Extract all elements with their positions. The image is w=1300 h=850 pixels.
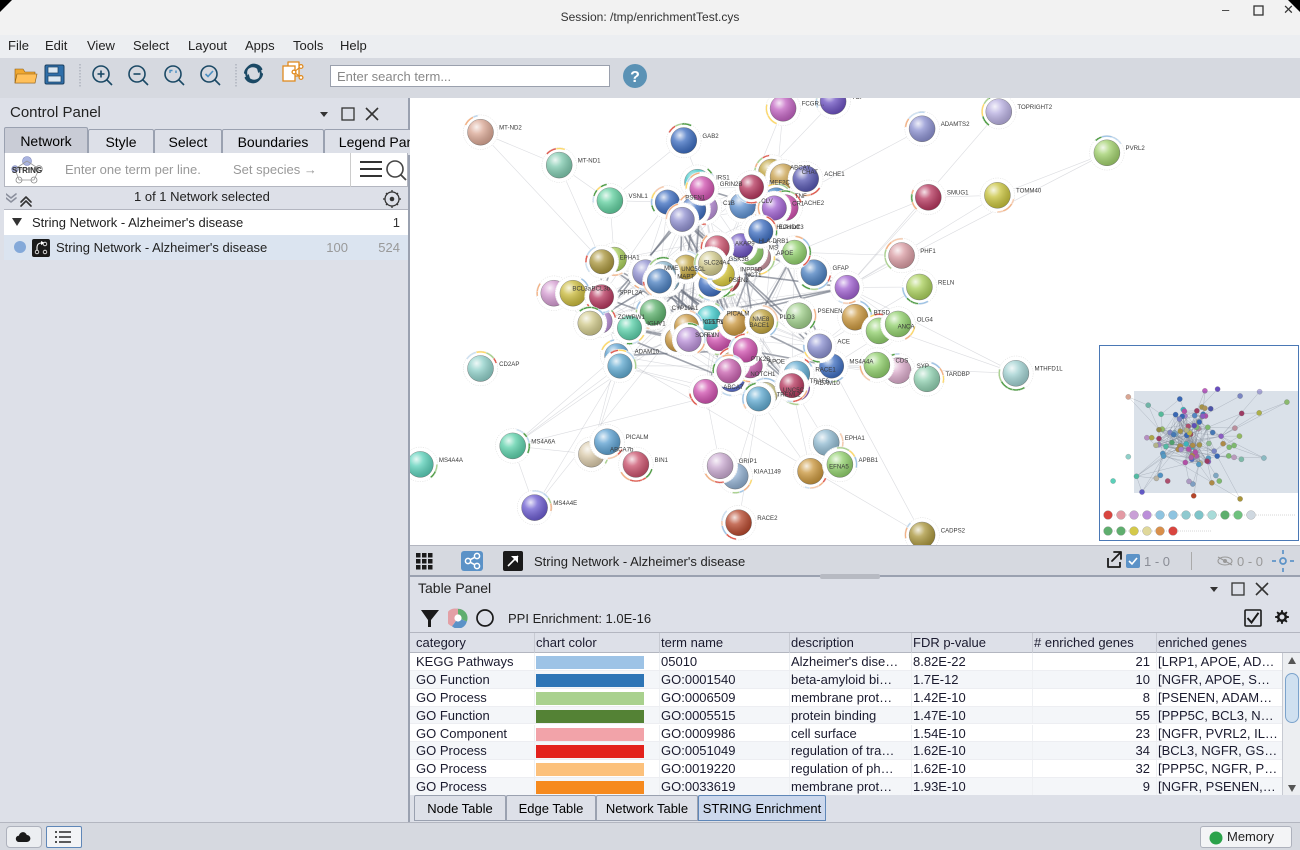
svg-text:EFNA5: EFNA5 <box>829 464 849 471</box>
svg-text:BACE1: BACE1 <box>749 322 770 329</box>
svg-text:SMUG1: SMUG1 <box>947 190 969 197</box>
svg-text:SYP: SYP <box>917 363 929 370</box>
svg-text:CDS: CDS <box>896 358 909 365</box>
svg-text:?: ? <box>630 69 640 86</box>
svg-text:PHF1: PHF1 <box>920 248 936 255</box>
svg-text:MME: MME <box>664 265 678 272</box>
svg-text:✕: ✕ <box>1283 2 1294 17</box>
svg-text:CR1: CR1 <box>792 201 805 208</box>
svg-text:ACE: ACE <box>837 339 850 346</box>
svg-text:PSEN1: PSEN1 <box>685 195 706 202</box>
svg-text:MAPT: MAPT <box>677 274 694 281</box>
svg-text:PLD3: PLD3 <box>780 314 796 321</box>
svg-text:BTSD: BTSD <box>874 310 891 317</box>
svg-text:HLA-DRB1: HLA-DRB1 <box>759 238 790 245</box>
svg-text:TARDBP: TARDBP <box>946 371 970 378</box>
svg-text:APBB1: APBB1 <box>859 457 879 464</box>
svg-text:ABCA7: ABCA7 <box>723 384 744 391</box>
svg-text:FCGR...: FCGR... <box>802 101 825 108</box>
svg-text:EPHA1: EPHA1 <box>845 435 866 442</box>
svg-text:SPPL2A: SPPL2A <box>619 289 643 296</box>
svg-text:RACE1: RACE1 <box>815 366 836 373</box>
svg-text:ECHDC3: ECHDC3 <box>779 224 805 231</box>
svg-text:PICALM: PICALM <box>727 311 750 318</box>
svg-text:–: – <box>1222 2 1230 17</box>
svg-text:IGHV1: IGHV1 <box>647 321 666 328</box>
svg-text:MT-ND2: MT-ND2 <box>499 125 522 132</box>
svg-text:SLC24A4: SLC24A4 <box>704 260 731 267</box>
svg-text:PVRL2: PVRL2 <box>1126 145 1146 152</box>
svg-text:OLG4: OLG4 <box>917 316 934 323</box>
svg-text:MS4A6A: MS4A6A <box>531 438 556 445</box>
svg-text:BCL3a: BCL3a <box>572 286 591 293</box>
svg-text:PSENEN: PSENEN <box>818 308 843 315</box>
svg-text:APOE: APOE <box>776 250 793 257</box>
svg-text:RACE2: RACE2 <box>757 515 778 522</box>
svg-text:TREML2: TREML2 <box>777 392 802 399</box>
svg-text:GSK3B: GSK3B <box>729 256 749 263</box>
svg-text:APOE: APOE <box>768 358 785 365</box>
svg-text:FYN: FYN <box>707 332 719 339</box>
svg-text:ABCA7b: ABCA7b <box>610 447 634 454</box>
svg-text:ADAM10: ADAM10 <box>635 348 660 355</box>
svg-text:BIN1: BIN1 <box>655 457 669 464</box>
svg-text:ACHE1: ACHE1 <box>824 171 845 178</box>
svg-text:BCL3b: BCL3b <box>592 286 611 293</box>
svg-text:MEF2C: MEF2C <box>769 180 790 187</box>
svg-text:MT-ND1: MT-ND1 <box>578 158 601 165</box>
svg-text:STRING: STRING <box>12 166 42 175</box>
svg-text:ADAMTS2: ADAMTS2 <box>941 121 970 128</box>
svg-text:PICALM: PICALM <box>626 434 649 441</box>
svg-text:MS4A4A: MS4A4A <box>849 359 874 366</box>
svg-text:PTK2B: PTK2B <box>751 356 770 363</box>
svg-text:RELN: RELN <box>938 279 954 286</box>
svg-text:CD2AP: CD2AP <box>499 361 519 368</box>
svg-text:CHAT: CHAT <box>802 169 818 176</box>
svg-text:PSEN2: PSEN2 <box>729 277 750 284</box>
svg-text:NME8: NME8 <box>752 316 770 323</box>
svg-text:NOTCH1: NOTCH1 <box>750 371 776 378</box>
svg-text:AKAP9: AKAP9 <box>735 240 755 247</box>
svg-text:MS4A4E: MS4A4E <box>553 500 577 507</box>
svg-text:UNC5CL: UNC5CL <box>681 266 706 273</box>
svg-text:VSNL1: VSNL1 <box>629 193 649 200</box>
svg-text:TOMM40: TOMM40 <box>1016 188 1042 195</box>
svg-text:GAB2: GAB2 <box>702 133 719 140</box>
svg-text:GFAP: GFAP <box>833 265 849 272</box>
svg-text:MS4A4A: MS4A4A <box>439 457 464 464</box>
svg-text:CADPS2: CADPS2 <box>941 527 966 534</box>
svg-text:INPP5D: INPP5D <box>740 267 763 274</box>
svg-text:TRAF6: TRAF6 <box>810 378 830 385</box>
svg-text:CYP19A1: CYP19A1 <box>672 305 699 312</box>
svg-text:GRIP1: GRIP1 <box>739 458 758 465</box>
svg-text:ACHE2: ACHE2 <box>804 200 825 207</box>
svg-text:MTHFD1L: MTHFD1L <box>1035 366 1064 373</box>
svg-text:ANCA: ANCA <box>898 323 916 330</box>
svg-text:TOP: TOP <box>852 98 864 101</box>
svg-text:C1B: C1B <box>723 200 735 207</box>
svg-text:EPHA1: EPHA1 <box>620 254 641 261</box>
svg-text:MS: MS <box>769 245 778 252</box>
svg-text:TOPRIGHT2: TOPRIGHT2 <box>1017 104 1052 111</box>
svg-text:KIAA1149: KIAA1149 <box>754 469 782 476</box>
svg-text:CLV: CLV <box>761 198 773 205</box>
svg-text:CELF1: CELF1 <box>704 319 724 326</box>
svg-text:ZCWPW1: ZCWPW1 <box>618 314 646 321</box>
svg-text:GRIN2B: GRIN2B <box>720 181 743 188</box>
